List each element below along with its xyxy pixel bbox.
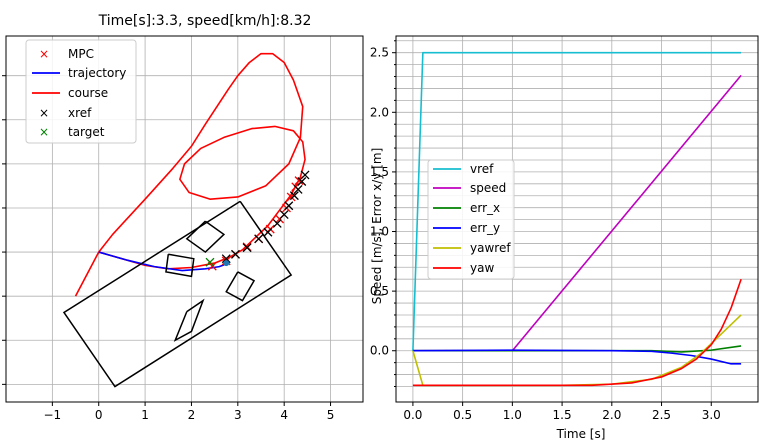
left-legend-box: [25, 39, 137, 144]
left-xtick-label-1: 0: [95, 408, 103, 422]
series-xref-point-7: [284, 201, 294, 211]
legend-label-mpc: MPC: [68, 47, 94, 61]
series-target-markers: [205, 257, 215, 267]
left-xtick-label-3: 2: [188, 408, 196, 422]
left-chart: Time[s]:3.3, speed[km/h]:8.32 −1012345−3…: [2, 13, 364, 422]
legend-marker-mpc: ×: [39, 47, 49, 61]
right-ytick-label-3: 1.5: [370, 165, 389, 179]
series-xref-point-2: [242, 243, 252, 253]
series-xref-point-4: [263, 227, 273, 237]
series-target-point-0: [205, 257, 215, 267]
legend-item-err-y: err_y: [433, 221, 500, 235]
vehicle-wheel-3: [225, 271, 256, 302]
series-xref-point-1: [231, 249, 240, 259]
series-trajectory-line: [98, 251, 227, 272]
series-xref-point-0: [221, 254, 231, 264]
legend-item-speed: speed: [433, 181, 506, 195]
series-course-line: [74, 52, 306, 297]
legend-label-vref: vref: [470, 162, 494, 176]
vehicle-wheel-0: [185, 220, 226, 254]
right-xtick-label-3: 1.5: [553, 408, 572, 422]
series-xref-point-8: [289, 191, 299, 201]
right-xlabel: Time [s]: [556, 427, 606, 441]
right-legend: vref speed err_x err_y yawref yaw: [427, 159, 515, 280]
series-yaw-line: [412, 278, 742, 387]
legend-label-speed: speed: [470, 181, 506, 195]
vehicle-drawing: [62, 200, 293, 388]
vehicle-wheel-2: [173, 298, 205, 342]
right-xtick-label-5: 2.5: [652, 408, 671, 422]
legend-item-vref: vref: [433, 162, 494, 176]
series-xref-point-6: [279, 210, 289, 220]
legend-label-yawref: yawref: [470, 241, 511, 255]
legend-label-xref: xref: [68, 106, 92, 120]
series-xref-point-5: [272, 218, 282, 228]
right-xtick-label-1: 0.5: [453, 408, 472, 422]
left-xtick-label-6: 5: [327, 408, 335, 422]
right-ytick-label-2: 1.0: [370, 225, 389, 239]
legend-marker-target: ×: [39, 125, 49, 139]
right-ytick-label-0: 0.0: [370, 344, 389, 358]
right-xtick-label-4: 2.0: [602, 408, 621, 422]
left-chart-title: Time[s]:3.3, speed[km/h]:8.32: [98, 13, 312, 29]
series-err-y-line: [412, 349, 742, 365]
legend-label-err-x: err_x: [470, 201, 500, 215]
legend-item-mpc: × MPC: [39, 47, 94, 61]
right-series-layer: [412, 51, 742, 387]
legend-item-err-x: err_x: [433, 201, 500, 215]
left-xtick-label-4: 3: [234, 408, 242, 422]
vehicle-wheel-1: [165, 253, 195, 278]
legend-marker-xref: ×: [39, 106, 49, 120]
series-xref-point-10: [297, 177, 307, 186]
series-vref-line: [412, 51, 742, 351]
right-ytick-label-5: 2.5: [370, 46, 389, 60]
legend-item-yawref: yawref: [433, 241, 511, 255]
series-xref-markers: [221, 170, 310, 264]
legend-label-target: target: [68, 125, 105, 139]
legend-item-target: × target: [39, 125, 105, 139]
right-xtick-label-0: 0.0: [403, 408, 422, 422]
series-xref-point-11: [300, 170, 310, 180]
legend-label-course: course: [68, 86, 108, 100]
legend-label-yaw: yaw: [470, 261, 494, 275]
left-xtick-label-0: −1: [44, 408, 62, 422]
legend-item-xref: × xref: [39, 106, 92, 120]
right-xtick-label-2: 1.0: [503, 408, 522, 422]
legend-item-trajectory: trajectory: [32, 66, 126, 80]
legend-item-yaw: yaw: [433, 261, 494, 275]
right-xtick-label-6: 3.0: [702, 408, 721, 422]
right-chart: 0.0 0.5 1.0 1.5 2.0 2.5 3.00.00.51.01.52.02.5 …: [370, 35, 759, 441]
right-ylabel: Speed [m/s], Error x/y [m]: [370, 148, 384, 305]
right-ytick-label-1: 0.5: [370, 284, 389, 298]
vehicle-heading-dot: [223, 260, 230, 267]
series-xref-point-9: [293, 184, 303, 194]
legend-item-course: course: [32, 86, 108, 100]
series-mpc-point-0: [207, 261, 217, 271]
left-legend: × MPC trajectory course × xref × target: [25, 39, 137, 144]
legend-label-err-y: err_y: [470, 221, 500, 235]
left-xtick-label-2: 1: [141, 408, 149, 422]
left-plot-frame: [5, 35, 364, 403]
series-xref-point-3: [254, 234, 264, 244]
right-ytick-label-4: 2.0: [370, 105, 389, 119]
right-legend-box: [427, 159, 515, 280]
right-plot-frame: [395, 35, 759, 403]
vehicle-body: [62, 200, 293, 388]
right-ticks: 0.0 0.5 1.0 1.5 2.0 2.5 3.0 0.0 0.5 1.0 1.5 2.0 2.5: [370, 40, 721, 422]
legend-label-trajectory: trajectory: [68, 66, 126, 80]
left-series-layer: [74, 52, 310, 297]
left-xtick-label-5: 4: [280, 408, 288, 422]
